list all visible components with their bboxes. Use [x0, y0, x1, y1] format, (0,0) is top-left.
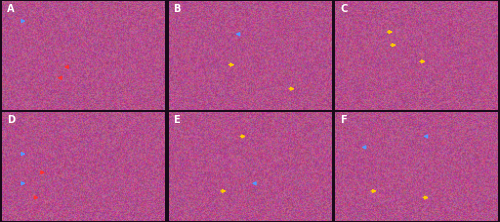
Text: A: A [7, 4, 14, 14]
Text: C: C [340, 4, 347, 14]
Text: B: B [174, 4, 181, 14]
Text: F: F [340, 115, 347, 125]
Text: D: D [7, 115, 15, 125]
Text: E: E [174, 115, 180, 125]
